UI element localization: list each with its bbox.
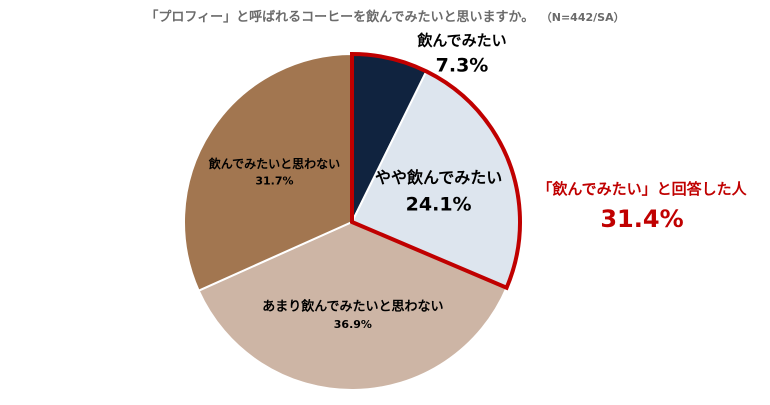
slice-value-1: 7.3%: [436, 55, 489, 77]
highlight-label: 「飲んでみたい」と回答した人: [537, 180, 747, 198]
slice-value-4: 31.7%: [255, 175, 293, 188]
pie-slice-4: [183, 52, 353, 292]
slice-label-2: やや飲んでみたい: [375, 168, 502, 187]
highlight-value: 31.4%: [600, 205, 684, 233]
slice-label-4: 飲んでみたいと思わない: [208, 156, 340, 171]
highlight-callout: 「飲んでみたい」と回答した人 31.4%: [518, 178, 766, 233]
highlight-outline: [350, 51, 522, 291]
pie-slices: [183, 52, 521, 391]
highlight-outline-group: [350, 51, 522, 291]
chart-note: （N=442/SA）: [546, 11, 625, 24]
slice-label-3: あまり飲んでみたいと思わない: [262, 299, 443, 315]
pie-slice-3: [197, 220, 508, 391]
pie-labels: 飲んでみたい 7.3% やや飲んでみたい 24.1% あまり飲んでみたいと思わない 36.…: [208, 31, 507, 331]
slice-value-3: 36.9%: [334, 318, 372, 331]
slice-value-2: 24.1%: [406, 193, 472, 215]
chart-title: 「プロフィー」と呼ばれるコーヒーを飲んでみたいと思いますか。: [145, 10, 535, 25]
slice-label-1: 飲んでみたい: [416, 31, 506, 49]
chart-title-row: 「プロフィー」と呼ばれるコーヒーを飲んでみたいと思いますか。 （N=442/SA）: [0, 6, 770, 25]
